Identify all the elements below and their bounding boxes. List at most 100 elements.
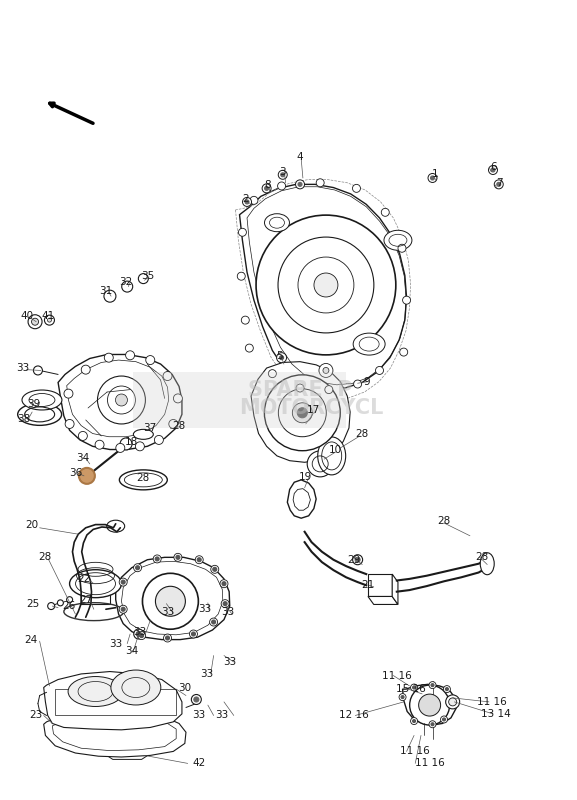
Circle shape [155, 557, 159, 561]
Circle shape [443, 686, 451, 693]
Circle shape [155, 586, 185, 616]
Circle shape [48, 602, 55, 610]
Circle shape [353, 554, 362, 565]
Text: 3: 3 [279, 166, 286, 177]
Circle shape [443, 718, 445, 721]
Circle shape [319, 363, 333, 378]
Circle shape [280, 356, 283, 360]
Circle shape [120, 438, 132, 450]
Circle shape [489, 166, 497, 174]
Text: 35: 35 [141, 271, 154, 282]
Circle shape [44, 315, 54, 325]
Circle shape [169, 419, 178, 429]
Circle shape [354, 380, 362, 388]
Circle shape [281, 173, 284, 177]
Circle shape [307, 451, 333, 477]
Text: 11 16: 11 16 [382, 670, 411, 681]
Circle shape [316, 178, 324, 186]
Circle shape [398, 244, 406, 252]
Ellipse shape [68, 677, 123, 706]
Circle shape [140, 634, 144, 638]
Ellipse shape [384, 230, 412, 250]
Circle shape [293, 402, 312, 422]
Text: 33: 33 [109, 639, 122, 650]
Circle shape [221, 600, 229, 608]
Circle shape [298, 182, 302, 186]
Circle shape [122, 281, 133, 292]
Circle shape [419, 694, 441, 716]
Circle shape [314, 273, 338, 297]
Circle shape [195, 556, 203, 564]
Text: 33: 33 [223, 657, 237, 667]
Circle shape [431, 722, 434, 726]
Circle shape [174, 394, 182, 403]
Circle shape [325, 386, 333, 394]
Text: 30: 30 [178, 682, 192, 693]
Circle shape [136, 442, 144, 451]
Circle shape [430, 176, 434, 180]
Circle shape [212, 620, 216, 624]
Text: 23: 23 [29, 710, 43, 721]
Circle shape [138, 632, 145, 639]
Circle shape [136, 631, 141, 637]
Circle shape [78, 431, 87, 441]
Circle shape [33, 366, 43, 375]
Text: 2: 2 [242, 194, 249, 204]
Text: 38: 38 [17, 414, 30, 424]
Circle shape [445, 688, 448, 690]
Text: 33: 33 [16, 363, 29, 373]
Circle shape [276, 353, 287, 362]
Text: 28: 28 [38, 552, 51, 562]
Text: 33: 33 [133, 626, 147, 637]
Text: 7: 7 [496, 178, 503, 188]
Circle shape [47, 318, 51, 322]
Text: 29: 29 [347, 554, 361, 565]
Circle shape [323, 367, 329, 374]
Circle shape [136, 566, 140, 570]
Circle shape [57, 600, 63, 606]
Text: 41: 41 [41, 311, 54, 321]
Circle shape [28, 314, 42, 329]
Circle shape [192, 632, 196, 636]
Circle shape [192, 694, 201, 705]
Text: 10: 10 [329, 446, 342, 455]
Circle shape [104, 353, 113, 362]
Circle shape [104, 290, 116, 302]
Circle shape [222, 582, 226, 586]
Circle shape [121, 580, 125, 584]
Text: 6: 6 [490, 162, 497, 172]
Text: 13 14: 13 14 [481, 709, 511, 719]
Circle shape [237, 272, 245, 280]
Text: 27: 27 [79, 594, 92, 605]
Text: 11 16: 11 16 [415, 758, 444, 768]
Circle shape [449, 698, 456, 706]
Polygon shape [392, 574, 398, 605]
Text: 19: 19 [299, 473, 312, 482]
Circle shape [155, 435, 163, 445]
Circle shape [194, 697, 199, 702]
Circle shape [278, 182, 286, 190]
Circle shape [295, 180, 305, 189]
Text: 42: 42 [193, 758, 206, 768]
Circle shape [197, 558, 201, 562]
Text: 36: 36 [69, 469, 82, 478]
Circle shape [66, 597, 73, 602]
Polygon shape [368, 574, 392, 597]
Polygon shape [116, 558, 230, 639]
Circle shape [138, 274, 148, 283]
Text: 12 16: 12 16 [339, 710, 369, 721]
Text: 33: 33 [193, 710, 206, 721]
Circle shape [491, 168, 495, 172]
Ellipse shape [353, 333, 385, 355]
Circle shape [174, 554, 182, 562]
Text: 33: 33 [222, 607, 235, 618]
Circle shape [242, 198, 252, 206]
Polygon shape [44, 711, 186, 757]
Circle shape [163, 371, 172, 381]
Text: 28: 28 [437, 516, 451, 526]
Circle shape [64, 389, 73, 398]
Circle shape [116, 443, 125, 453]
Text: 37: 37 [144, 423, 157, 433]
Ellipse shape [318, 437, 346, 475]
FancyBboxPatch shape [133, 372, 346, 428]
